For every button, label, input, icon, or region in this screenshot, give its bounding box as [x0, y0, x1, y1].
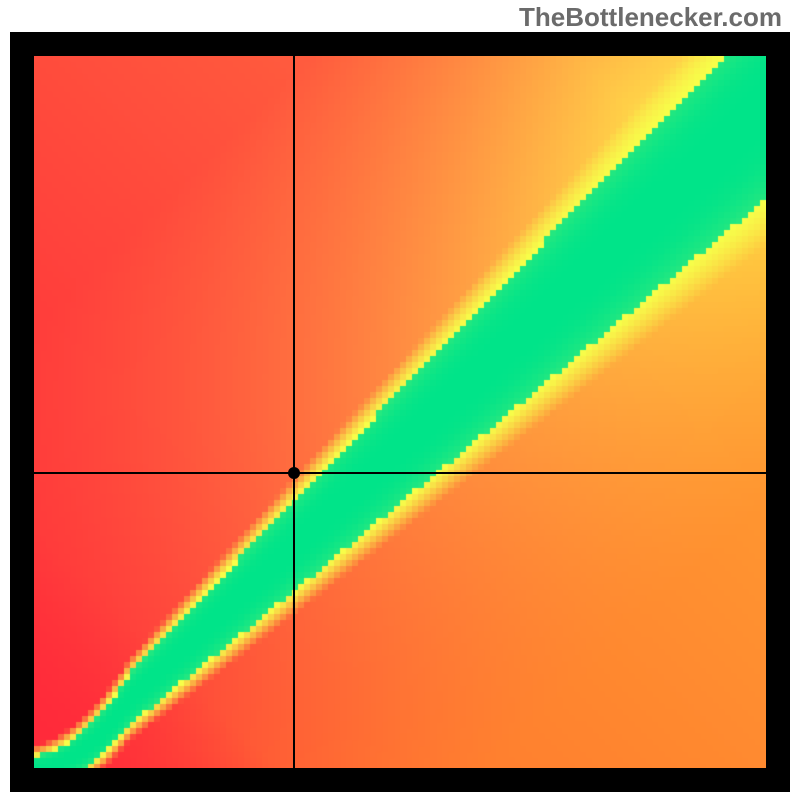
bottleneck-heatmap — [34, 56, 766, 768]
crosshair-vertical — [293, 56, 295, 768]
watermark-text: TheBottlenecker.com — [519, 2, 782, 33]
crosshair-horizontal — [34, 472, 766, 474]
crosshair-marker-dot — [288, 467, 300, 479]
